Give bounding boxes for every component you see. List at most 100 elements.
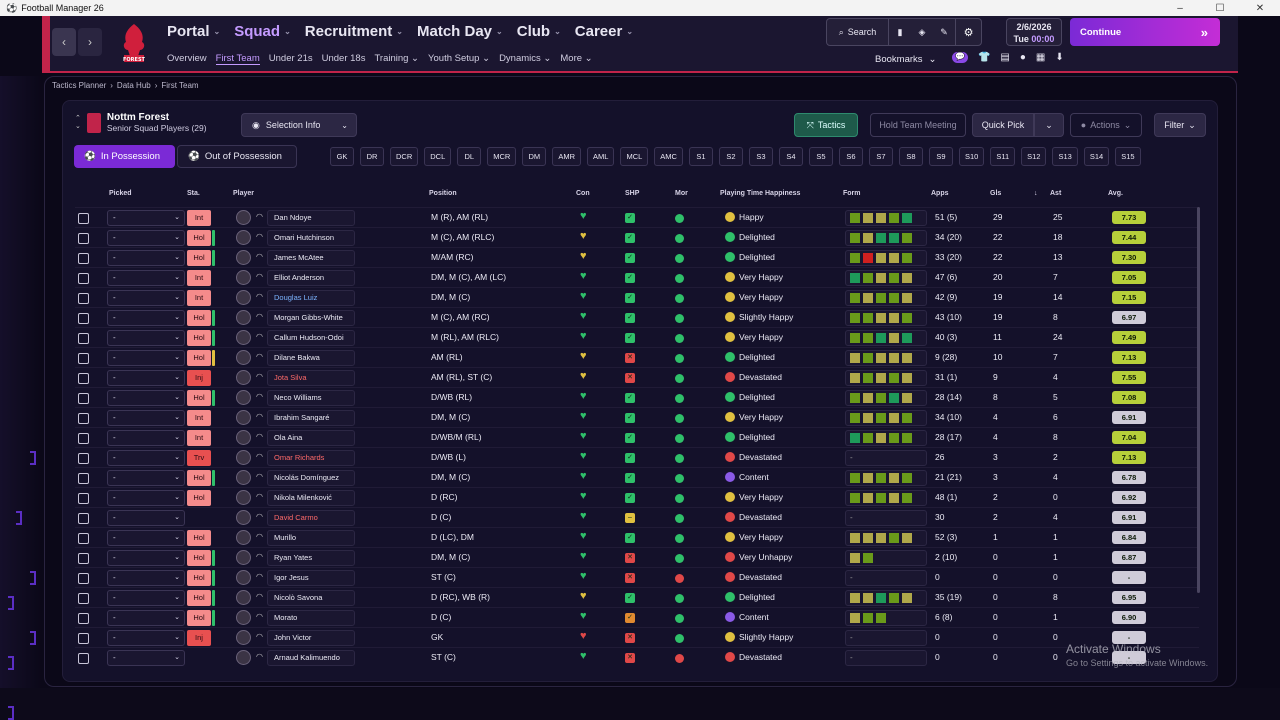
row-checkbox[interactable] [78,633,89,644]
quick-pick-menu-button[interactable]: ⌄ [1034,113,1064,137]
col-happiness[interactable]: Playing Time Happiness [720,190,801,197]
player-name[interactable]: Nicolás Domínguez [267,470,355,486]
club-crest-icon[interactable]: FOREST [120,22,148,64]
position-button-s10[interactable]: S10 [958,147,985,166]
form-bar[interactable] [845,430,927,446]
player-name[interactable]: Douglas Luiz [267,290,355,306]
status-badge[interactable]: Hol [187,610,211,626]
picked-select[interactable]: - ⌄ [107,630,185,646]
col-goals[interactable]: Gls [990,190,1002,197]
player-info-icon[interactable]: ◠ [256,552,263,561]
player-info-icon[interactable]: ◠ [256,572,263,581]
player-name[interactable]: James McAtee [267,250,355,266]
subnav-item[interactable]: Training ⌄ [374,53,420,64]
player-info-icon[interactable]: ◠ [256,332,263,341]
picked-select[interactable]: - ⌄ [107,430,185,446]
player-name[interactable]: Callum Hudson-Odoi [267,330,355,346]
status-badge[interactable]: Hol [187,470,211,486]
table-row[interactable]: - ⌄ Int ◠ Dan Ndoye M (R), AM (RL) ♥ ✓ Happy 51 (… [75,207,1199,227]
picked-select[interactable]: - ⌄ [107,610,185,626]
table-row[interactable]: - ⌄ Hol ◠ James McAtee M/AM (RC) ♥ ✓ Delighted 33… [75,247,1199,267]
maximize-button[interactable]: ☐ [1215,2,1225,14]
position-button-dcl[interactable]: DCL [424,147,452,166]
row-checkbox[interactable] [78,493,89,504]
form-bar[interactable] [845,590,927,606]
player-name[interactable]: Morgan Gibbs-White [267,310,355,326]
row-checkbox[interactable] [78,353,89,364]
status-badge[interactable]: Hol [187,330,211,346]
position-button-s6[interactable]: S6 [838,147,863,166]
position-button-s7[interactable]: S7 [868,147,893,166]
position-button-aml[interactable]: AML [587,147,615,166]
minimize-button[interactable]: – [1177,2,1183,14]
subnav-item[interactable]: Youth Setup ⌄ [428,53,491,64]
table-row[interactable]: - ⌄ ◠ Arnaud Kalimuendo ST (C) ♥ ✕ Devastated -0… [75,647,1199,667]
picked-select[interactable]: - ⌄ [107,310,185,326]
form-bar[interactable] [845,610,927,626]
nav-squad[interactable]: Squad ⌄ [234,23,291,40]
player-name[interactable]: Nikola Milenković [267,490,355,506]
table-row[interactable]: - ⌄ Hol ◠ Omari Hutchinson M (C), AM (RLC) ♥ ✓ D… [75,227,1199,247]
player-info-icon[interactable]: ◠ [256,492,263,501]
position-button-s12[interactable]: S12 [1021,147,1047,166]
download-icon[interactable]: ⬇ [1055,52,1064,63]
chat-icon[interactable]: 💬 [952,52,968,63]
table-row[interactable]: - ⌄ Hol ◠ Ryan Yates DM, M (C) ♥ ✕ Very Unhappy 2… [75,547,1199,567]
player-info-icon[interactable]: ◠ [256,532,263,541]
tactics-button[interactable]: ⤧ Tactics [794,113,858,137]
picked-select[interactable]: - ⌄ [107,270,185,286]
nav-match-day[interactable]: Match Day ⌄ [417,23,503,40]
table-row[interactable]: - ⌄ Trv ◠ Omar Richards D/WB (L) ♥ ✓ Devastated -… [75,447,1199,467]
quick-pick-button[interactable]: Quick Pick [972,113,1034,137]
player-name[interactable]: Ibrahim Sangaré [267,410,355,426]
status-badge[interactable]: Hol [187,310,211,326]
picked-select[interactable]: - ⌄ [107,390,185,406]
picked-select[interactable]: - ⌄ [107,450,185,466]
table-row[interactable]: - ⌄ Int ◠ Elliot Anderson DM, M (C), AM (LC) ♥… [75,267,1199,287]
player-info-icon[interactable]: ◠ [256,652,263,661]
subnav-item[interactable]: First Team [215,53,260,65]
status-badge[interactable]: Hol [187,230,211,246]
player-name[interactable]: David Carmo [267,510,355,526]
col-player[interactable]: Player [233,190,255,197]
row-checkbox[interactable] [78,333,89,344]
subnav-item[interactable]: More ⌄ [560,53,593,64]
subnav-item[interactable]: Under 18s [321,53,366,64]
picked-select[interactable]: - ⌄ [107,230,185,246]
picked-select[interactable]: - ⌄ [107,590,185,606]
form-bar[interactable]: - [845,450,927,466]
table-row[interactable]: - ⌄ Hol ◠ Nikola Milenković D (RC) ♥ ✓ Very Happ… [75,487,1199,507]
position-button-dm[interactable]: DM [522,147,547,166]
player-info-icon[interactable]: ◠ [256,212,263,221]
breadcrumb-item[interactable]: Tactics Planner [52,81,107,90]
form-bar[interactable] [845,350,927,366]
picked-select[interactable]: - ⌄ [107,350,185,366]
status-badge[interactable]: Hol [187,390,211,406]
player-info-icon[interactable]: ◠ [256,632,263,641]
status-badge[interactable]: Int [187,430,211,446]
clipboard-icon[interactable]: ▤ [1000,52,1010,63]
row-checkbox[interactable] [78,433,89,444]
row-checkbox[interactable] [78,313,89,324]
status-badge[interactable]: Hol [187,490,211,506]
position-button-s13[interactable]: S13 [1052,147,1078,166]
shield-icon[interactable]: ◈ [918,26,926,37]
col-morale[interactable]: Mor [675,190,688,197]
form-bar[interactable] [845,210,927,226]
bookmark-icon[interactable]: ▮ [897,26,903,37]
form-bar[interactable]: - [845,570,927,586]
continue-button[interactable]: Continue » [1070,18,1220,46]
form-bar[interactable] [845,490,927,506]
position-button-s8[interactable]: S8 [898,147,923,166]
table-row[interactable]: - ⌄ Hol ◠ Nicolò Savona D (RC), WB (R) ♥ ✓ Delig… [75,587,1199,607]
position-button-s4[interactable]: S4 [778,147,803,166]
picked-select[interactable]: - ⌄ [107,470,185,486]
player-info-icon[interactable]: ◠ [256,292,263,301]
row-checkbox[interactable] [78,613,89,624]
player-name[interactable]: Murillo [267,530,355,546]
subnav-item[interactable]: Overview [167,53,207,64]
row-checkbox[interactable] [78,413,89,424]
position-button-dl[interactable]: DL [457,147,482,166]
back-button[interactable]: ‹ [52,28,76,56]
status-badge[interactable]: Hol [187,570,211,586]
